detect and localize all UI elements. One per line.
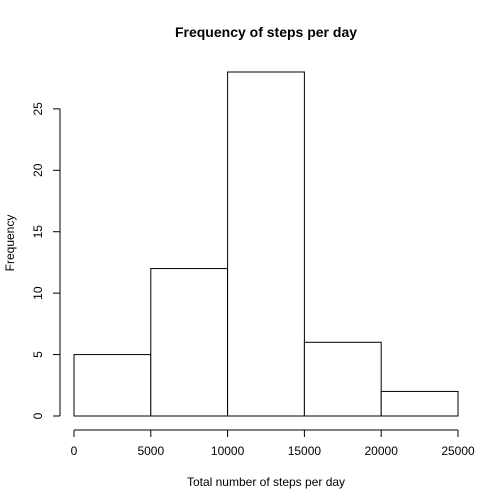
histogram-bar-0 xyxy=(73,354,152,417)
x-axis: 0 5000 10000 15000 20000 25000 xyxy=(71,429,475,458)
y-tick-label: 5 xyxy=(31,351,45,358)
x-axis-label: Total number of steps per day xyxy=(187,475,345,489)
y-tick-label: 20 xyxy=(31,163,45,177)
histogram-bar-3 xyxy=(303,341,382,417)
y-tick-label: 10 xyxy=(31,286,45,300)
histogram-bar-1 xyxy=(150,268,229,417)
x-tick-label: 25000 xyxy=(441,444,475,458)
y-axis: 0 5 10 15 20 25 xyxy=(31,102,61,419)
bars-group xyxy=(73,71,459,417)
y-tick-label: 0 xyxy=(31,412,45,419)
x-tick-label: 20000 xyxy=(365,444,399,458)
x-tick-label: 5000 xyxy=(137,444,164,458)
x-tick-label: 15000 xyxy=(288,444,322,458)
y-tick-label: 25 xyxy=(31,102,45,116)
histogram-bar-4 xyxy=(380,390,459,417)
y-axis-label: Frequency xyxy=(3,215,17,272)
y-tick-label: 15 xyxy=(31,225,45,239)
x-tick-label: 0 xyxy=(71,444,78,458)
chart-title: Frequency of steps per day xyxy=(175,24,357,40)
x-tick-label: 10000 xyxy=(211,444,245,458)
histogram-bar-2 xyxy=(227,71,305,417)
